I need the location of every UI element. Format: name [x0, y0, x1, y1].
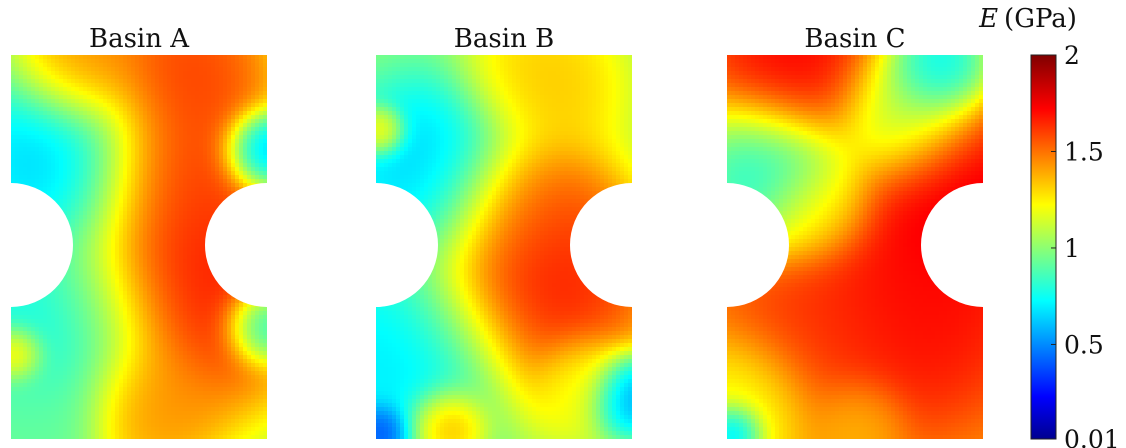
colorbar-tick-label: 1 [1064, 234, 1080, 263]
right-notch [921, 183, 1045, 307]
panel-2: Basin B [314, 24, 694, 439]
panel-3: Basin C [665, 24, 1045, 439]
panel-title: Basin B [454, 24, 554, 54]
colorbar-gradient [1030, 54, 1057, 440]
colorbar-label-unit: (GPa) [1004, 4, 1077, 34]
colorbar-label-symbol: E [978, 4, 998, 34]
left-notch [314, 183, 438, 307]
colorbar-label: E (GPa) [978, 4, 1077, 34]
panel-title: Basin A [89, 24, 190, 54]
colorbar: E (GPa) 2 1.5 1 0.5 0.01 [978, 4, 1120, 448]
right-notch [205, 183, 329, 307]
colorbar-tick-label: 0.5 [1064, 330, 1104, 359]
panel-1: Basin A [0, 24, 329, 439]
colorbar-tick-label: 1.5 [1064, 137, 1104, 166]
panels-group: Basin A Basin B Basin C [0, 24, 1045, 439]
colorbar-ticks: 2 1.5 1 0.5 0.01 [1051, 41, 1120, 448]
colorbar-tick-label: 2 [1064, 41, 1080, 70]
left-notch [665, 183, 789, 307]
colorbar-tick-label: 0.01 [1064, 425, 1120, 448]
left-notch [0, 183, 73, 307]
right-notch [570, 183, 694, 307]
panel-title: Basin C [804, 24, 905, 54]
panel-field [727, 55, 983, 439]
